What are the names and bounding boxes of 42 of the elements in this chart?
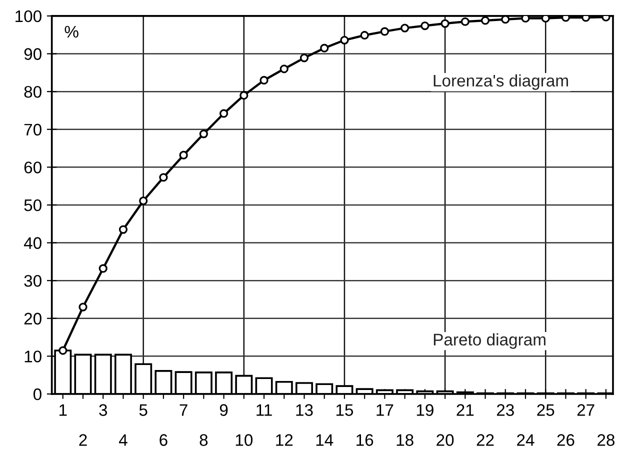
y-tick-label: 70 [24, 124, 42, 136]
x-tick-label: 14 [316, 434, 334, 446]
x-tick-label: 1 [60, 404, 67, 416]
x-tick-label: 12 [276, 434, 293, 446]
y-tick-label: 0 [33, 388, 42, 400]
x-tick-label: 21 [456, 404, 474, 416]
x-tick-label: 13 [296, 404, 313, 416]
x-tick-label: 2 [79, 434, 87, 446]
x-tick-label: 23 [496, 404, 514, 416]
x-tick-label: 7 [180, 404, 188, 416]
x-tick-label: 17 [376, 404, 394, 416]
y-tick-label: 40 [24, 237, 42, 249]
x-tick-label: 25 [537, 404, 554, 416]
x-tick-label: 15 [336, 404, 354, 416]
x-tick-label: 19 [416, 404, 434, 416]
x-tick-label: 26 [557, 434, 574, 446]
x-tick-label: 28 [598, 434, 614, 446]
x-tick-label: 9 [220, 404, 228, 416]
x-tick-label: 24 [517, 434, 534, 446]
y-axis-title: % [64, 26, 78, 38]
x-tick-label: 5 [139, 404, 148, 416]
y-tick-label: 10 [24, 350, 42, 362]
x-tick-label: 18 [396, 434, 414, 446]
x-tick-label: 20 [436, 434, 454, 446]
y-tick-label: 90 [24, 48, 42, 60]
x-tick-label: 8 [200, 434, 208, 446]
text: Pareto diagram [434, 333, 546, 349]
y-tick-label: 80 [24, 86, 42, 98]
y-tick-label: 30 [24, 274, 42, 287]
x-tick-label: 27 [577, 404, 594, 416]
y-tick-label: 20 [24, 312, 42, 325]
text: Lorenza's diagram [434, 74, 568, 90]
x-tick-label: 22 [476, 434, 494, 446]
y-tick-label: 60 [24, 162, 42, 174]
y-tick-label: 50 [24, 199, 42, 212]
y-tick-label: 100 [16, 10, 42, 22]
x-tick-label: 16 [356, 434, 374, 446]
x-tick-label: 6 [160, 434, 168, 446]
x-tick-label: 4 [118, 434, 128, 446]
x-tick-label: 10 [236, 434, 253, 446]
x-tick-label: 11 [256, 404, 272, 416]
x-tick-label: 3 [99, 404, 108, 416]
